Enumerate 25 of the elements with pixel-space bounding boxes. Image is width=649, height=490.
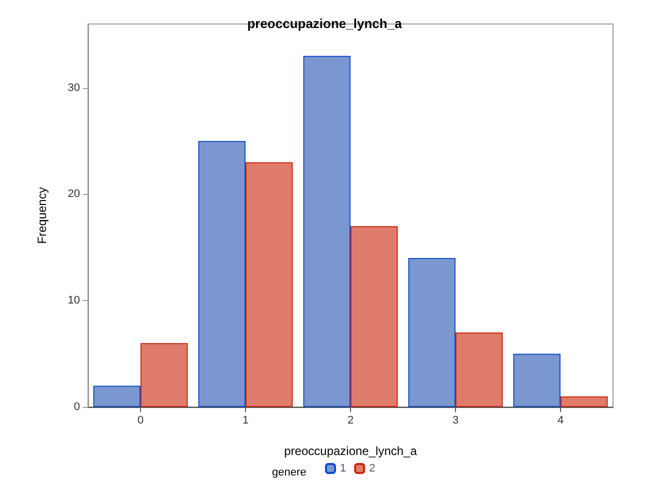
x-tick-label: 4 [557,414,564,426]
x-axis-title: preoccupazione_lynch_a [284,444,418,458]
bar [303,56,350,407]
x-tick-label: 1 [242,414,249,426]
bar [560,396,608,407]
x-tick-label: 0 [137,414,144,426]
bar [140,343,188,407]
bar [513,354,560,407]
y-tick-label: 20 [68,188,80,200]
y-tick-label: 30 [68,82,80,94]
y-tick-label: 0 [74,401,80,413]
bar [456,332,503,407]
y-tick-label: 10 [68,294,80,307]
x-tick-label: 3 [452,414,459,426]
x-tick-label: 2 [347,414,354,426]
legend-title: genere [272,466,306,478]
bar [93,386,140,407]
bar [350,226,398,407]
chart-title: preoccupazione_lynch_a [247,16,403,31]
bar [198,141,246,407]
bar [246,162,293,407]
legend-label: 1 [340,462,346,474]
legend-label: 2 [369,462,376,474]
y-axis-title: Frequency [35,187,49,244]
bar [408,258,456,407]
